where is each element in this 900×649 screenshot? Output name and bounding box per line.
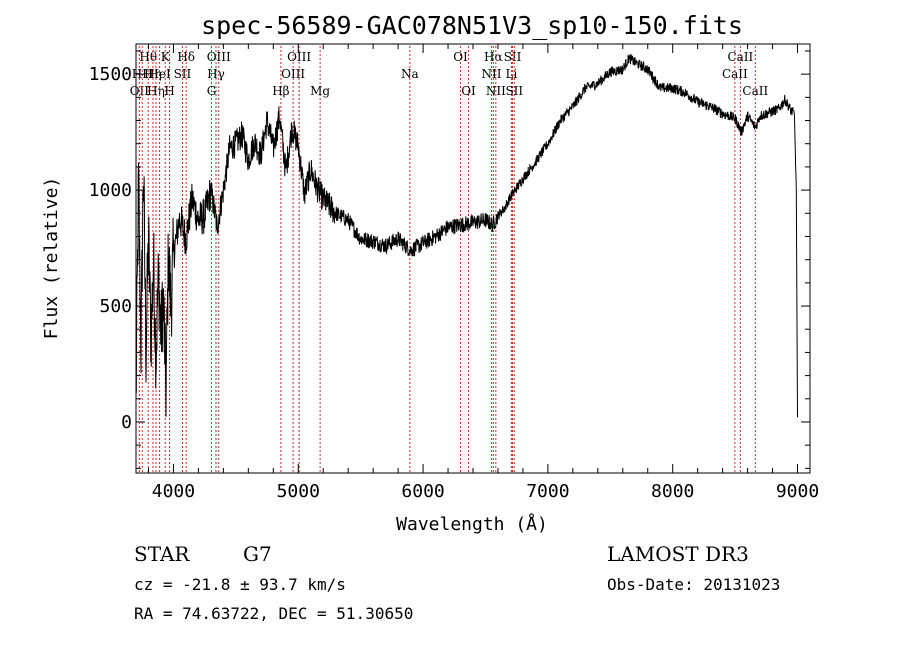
axis-ticks: 4000 5000 6000 7000 8000 9000 0 500 1000 1500 [89, 44, 819, 502]
spectral-line-label: Mg [310, 84, 330, 98]
spectral-line-label: SII [174, 67, 192, 81]
x-tick-label: 7000 [526, 481, 569, 502]
object-class: STAR [134, 542, 190, 566]
spectral-line-label: NII [481, 67, 501, 81]
spectral-line-label: Hγ [207, 67, 225, 81]
spectral-line-label: OIII [281, 67, 305, 81]
spectral-line-label: Li [506, 67, 518, 81]
spectral-line-label: OII [130, 84, 150, 98]
spectral-line-label: CaII [722, 67, 748, 81]
x-axis-label: Wavelength (Å) [396, 513, 548, 535]
spectral-line-label: Hα [484, 50, 503, 64]
spectral-line-label: H [164, 84, 174, 98]
spectral-line-label: K [161, 50, 171, 64]
spectral-line-label: OIII [207, 50, 231, 64]
spectral-line-label: OI [461, 84, 476, 98]
coordinates: RA = 74.63722, DEC = 51.30650 [134, 604, 413, 623]
spectral-line-label: SII [505, 84, 523, 98]
redshift-readout: cz = -21.8 ± 93.7 km/s [134, 575, 346, 594]
spectral-line-label: OI [453, 50, 468, 64]
x-tick-label: 9000 [776, 481, 819, 502]
spectral-line-label: OIII [287, 50, 311, 64]
chart-title: spec-56589-GAC078N51V3_sp10-150.fits [201, 11, 743, 40]
x-tick-label: 6000 [401, 481, 444, 502]
spectral-line-label: G [207, 84, 217, 98]
spectral-line-label: Na [401, 67, 419, 81]
x-tick-label: 5000 [277, 481, 320, 502]
spectral-line-label: Hη [144, 67, 162, 81]
obs-date: Obs-Date: 20131023 [607, 575, 780, 594]
spectral-line-label: SII [504, 50, 522, 64]
spectral-line-label: Hη [147, 84, 165, 98]
spectral-line-label: CaII [727, 50, 753, 64]
y-tick-label: 1500 [89, 64, 132, 85]
spectral-line-label: Hθ [139, 50, 157, 64]
spectral-line-label: Hβ [272, 84, 289, 98]
flux-series [135, 54, 798, 418]
survey-name: LAMOST DR3 [607, 542, 749, 566]
y-tick-label: 1000 [89, 180, 132, 201]
spectral-line-label: Hδ [177, 50, 195, 64]
spectral-line-label: CaII [742, 84, 768, 98]
flux-line [135, 54, 798, 418]
x-tick-label: 8000 [651, 481, 694, 502]
y-tick-label: 500 [99, 296, 132, 317]
x-tick-label: 4000 [152, 481, 195, 502]
spectral-line-label: NII [486, 84, 506, 98]
y-tick-label: 0 [121, 412, 132, 433]
object-subclass: G7 [243, 542, 272, 566]
y-axis-label: Flux (relative) [41, 177, 62, 340]
spectral-line-label: HeI [148, 67, 171, 81]
